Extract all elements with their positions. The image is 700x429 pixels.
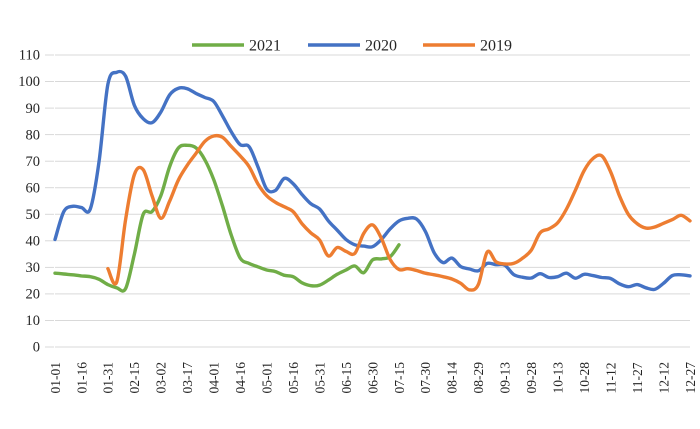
y-tick-label: 20 — [26, 287, 41, 303]
x-tick-label: 02-15 — [127, 362, 142, 394]
x-tick-label: 05-16 — [286, 362, 301, 394]
series-2019 — [106, 133, 692, 292]
x-tick-label: 12-27 — [683, 362, 698, 394]
x-tick-label: 11-27 — [630, 362, 645, 393]
x-tick-label: 06-15 — [339, 362, 354, 394]
y-tick-label: 80 — [26, 127, 41, 143]
series-2020 — [53, 69, 692, 292]
x-tick-label: 10-28 — [577, 362, 592, 394]
x-tick-label: 03-02 — [154, 362, 169, 394]
legend-item-2021: 2021 — [192, 38, 281, 55]
series-2021 — [53, 143, 401, 293]
x-tick-label: 04-16 — [233, 362, 248, 394]
x-tick-label: 01-01 — [48, 362, 63, 394]
x-axis-labels: 01-01 01-16 01-31 02-15 03-02 03-17 04-01 04-16… — [48, 362, 698, 394]
x-tick-label: 08-29 — [471, 362, 486, 394]
series-line-2020 — [53, 69, 692, 292]
x-tick-label: 07-30 — [418, 362, 433, 394]
x-tick-label: 04-01 — [207, 362, 222, 394]
y-tick-label: 10 — [26, 313, 41, 329]
y-tick-label: 70 — [26, 154, 41, 170]
x-tick-label: 03-17 — [180, 362, 195, 394]
y-tick-label: 50 — [26, 207, 41, 223]
x-tick-label: 06-30 — [365, 362, 380, 394]
legend: 2021 2020 2019 — [192, 38, 512, 55]
x-tick-label: 01-16 — [74, 362, 89, 394]
legend-label-2019: 2019 — [480, 38, 512, 55]
y-tick-label: 40 — [26, 234, 41, 250]
legend-item-2019: 2019 — [423, 38, 512, 55]
legend-label-2020: 2020 — [365, 38, 397, 55]
x-tick-label: 08-14 — [445, 362, 460, 394]
x-tick-label: 01-31 — [101, 362, 116, 394]
y-axis-labels: 0 10 20 30 40 50 60 70 80 90 100 110 — [18, 48, 40, 356]
series-line-2019 — [106, 133, 692, 292]
y-tick-label: 90 — [26, 101, 41, 117]
y-tick-label: 100 — [18, 74, 40, 90]
legend-label-2021: 2021 — [249, 38, 281, 55]
x-tick-label: 09-13 — [498, 362, 513, 394]
x-tick-label: 11-12 — [603, 363, 618, 394]
y-tick-label: 110 — [19, 48, 40, 64]
y-tick-label: 60 — [26, 180, 41, 196]
y-tick-label: 0 — [33, 340, 40, 356]
series-line-2021 — [53, 143, 401, 293]
x-tick-label: 10-13 — [551, 362, 566, 394]
x-tick-label: 07-15 — [392, 362, 407, 394]
x-tick-label: 09-28 — [524, 362, 539, 394]
x-tick-label: 05-31 — [312, 362, 327, 394]
x-tick-label: 05-01 — [260, 362, 275, 394]
y-tick-label: 30 — [26, 260, 41, 276]
legend-item-2020: 2020 — [308, 38, 397, 55]
x-tick-label: 12-12 — [656, 362, 671, 394]
y-gridlines — [45, 54, 690, 348]
